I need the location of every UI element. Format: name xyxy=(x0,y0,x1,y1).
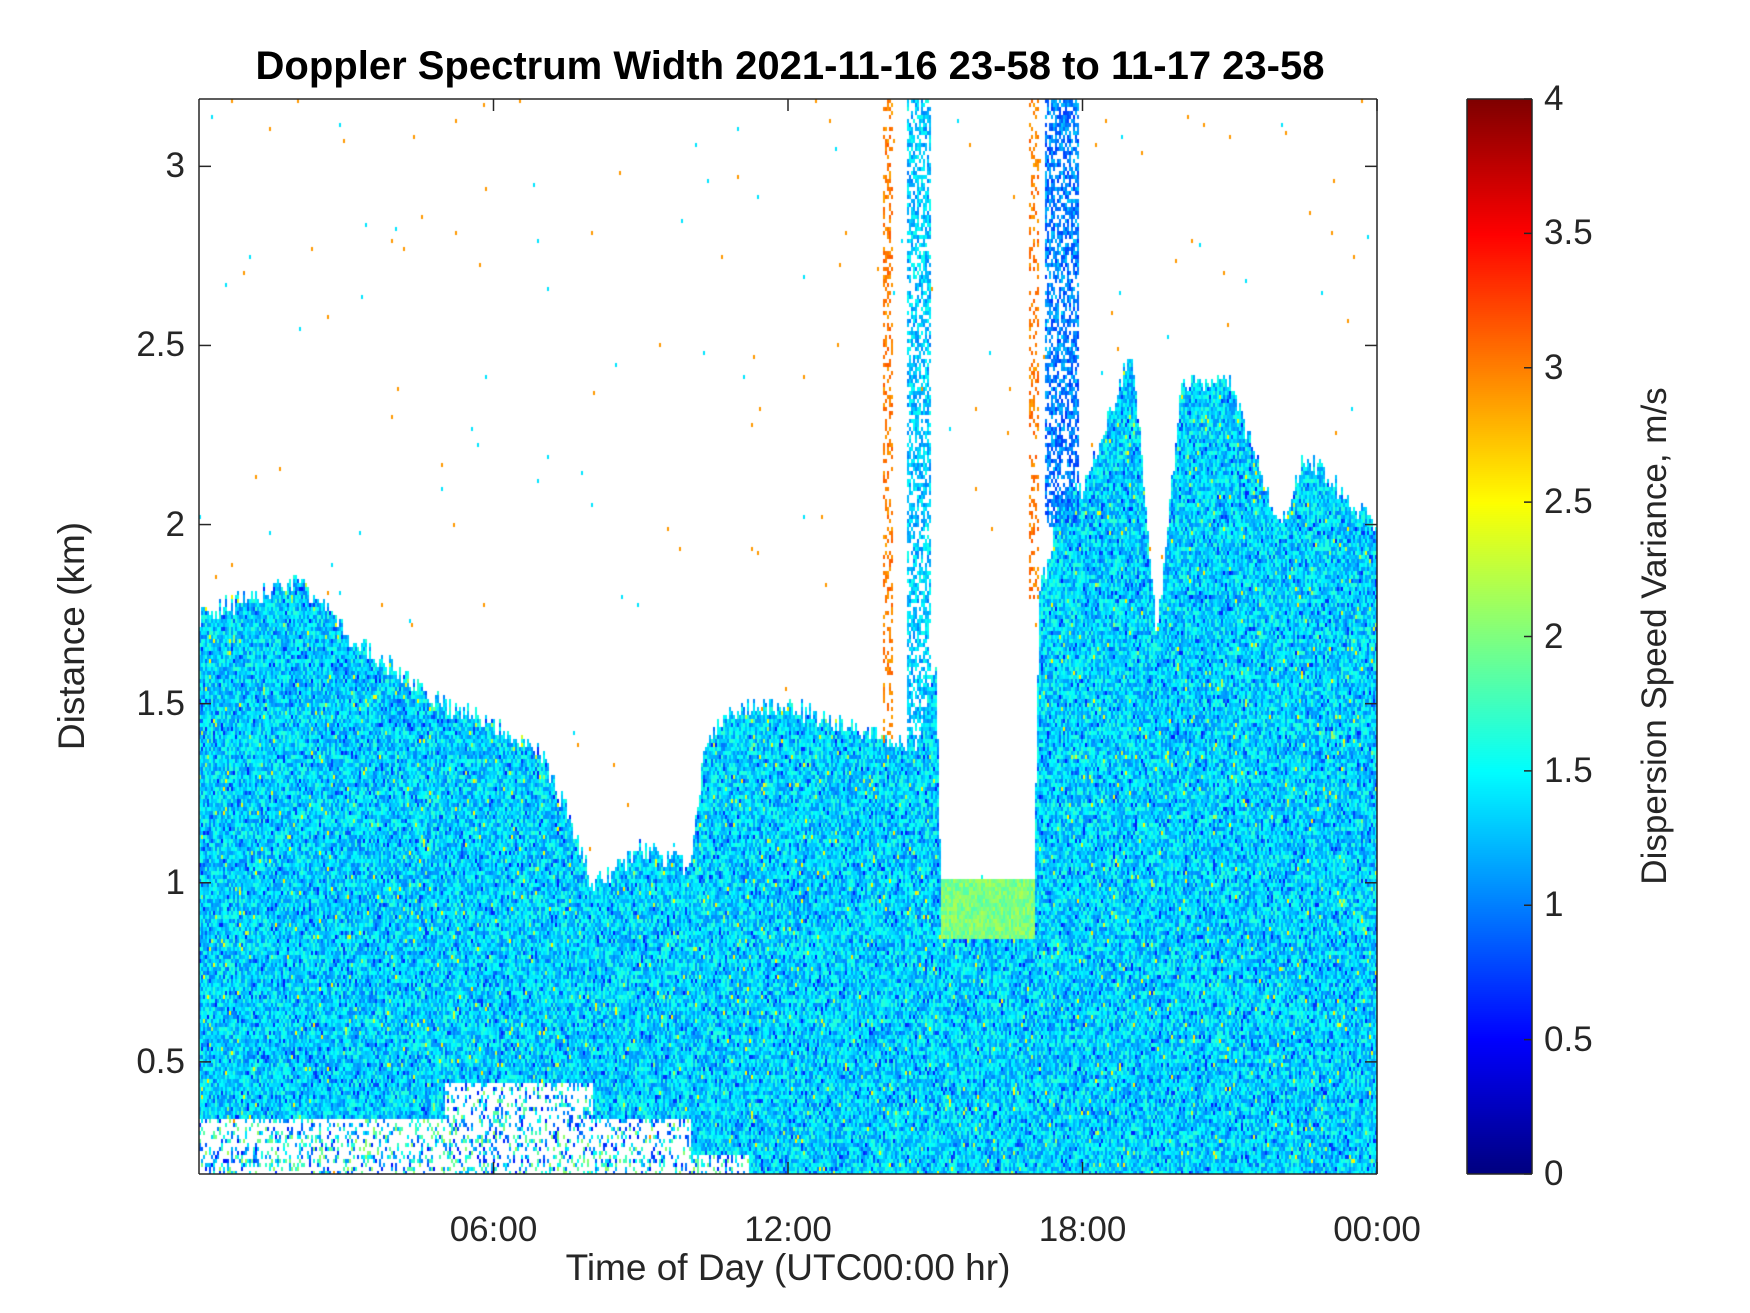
x-tick-label: 00:00 xyxy=(1333,1210,1421,1249)
x-axis-label: Time of Day (UTC00:00 hr) xyxy=(565,1247,1011,1288)
y-tick-label: 2.5 xyxy=(136,325,185,365)
y-tick-label: 0.5 xyxy=(136,1041,185,1081)
y-tick-label: 3 xyxy=(165,146,185,186)
colorbar-tick-label: 0 xyxy=(1544,1154,1564,1193)
heatmap-plot-area xyxy=(199,99,1377,1174)
x-tick-label: 18:00 xyxy=(1038,1210,1127,1249)
colorbar-tick-label: 3 xyxy=(1544,347,1564,387)
colorbar-tick-label: 3.5 xyxy=(1544,213,1593,253)
colorbar xyxy=(1467,99,1532,1174)
y-axis-label: Distance (km) xyxy=(51,521,92,751)
y-tick-label: 2 xyxy=(165,504,185,544)
colorbar-tick-label: 1 xyxy=(1544,885,1564,925)
colorbar-tick-label: 1.5 xyxy=(1544,750,1593,790)
x-tick-label: 12:00 xyxy=(744,1210,832,1249)
colorbar-label: Dispersion Speed Variance, m/s xyxy=(1635,387,1674,885)
chart-title: Doppler Spectrum Width 2021-11-16 23-58 … xyxy=(255,44,1325,88)
colorbar-tick-label: 4 xyxy=(1544,79,1564,118)
colorbar-tick-label: 2 xyxy=(1544,616,1564,656)
x-tick-label: 06:00 xyxy=(449,1210,538,1249)
y-tick-label: 1 xyxy=(165,862,185,902)
colorbar-tick-label: 0.5 xyxy=(1544,1019,1593,1059)
y-tick-label: 1.5 xyxy=(136,683,185,723)
colorbar-tick-label: 2.5 xyxy=(1544,482,1593,522)
